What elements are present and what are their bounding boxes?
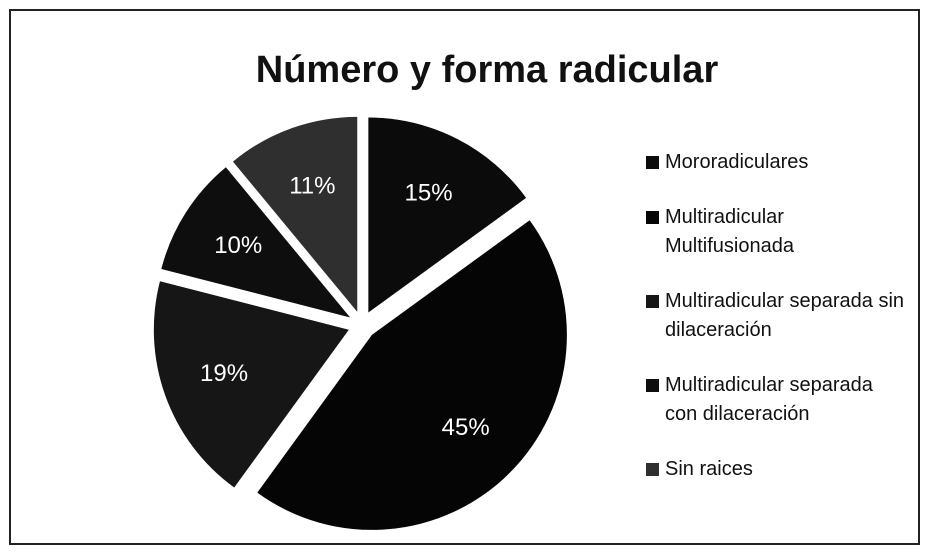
legend-label: Mororadiculares xyxy=(665,151,809,173)
legend-swatch xyxy=(646,156,659,169)
pie-slice xyxy=(161,167,351,318)
pie-slice xyxy=(232,116,358,312)
legend-item: Sin raices xyxy=(646,455,908,484)
pie-slice xyxy=(368,117,527,313)
legend-item: Multiradicular separada con dilaceración xyxy=(646,371,908,429)
legend: Mororadiculares Multiradicular Multifusio… xyxy=(646,148,908,510)
legend-swatch xyxy=(646,295,659,308)
legend-label: Multiradicular separada con dilaceración xyxy=(665,374,873,425)
pie-slice xyxy=(153,281,349,488)
legend-label: Multiradicular separada sin dilaceración xyxy=(665,290,905,341)
chart-title: Número y forma radicular xyxy=(256,49,719,91)
pie-slice xyxy=(257,220,567,530)
data-label: 15% xyxy=(405,180,453,207)
legend-item: Mororadiculares xyxy=(646,148,908,177)
legend-label: Sin raices xyxy=(665,458,753,480)
legend-label: Multiradicular Multifusionada xyxy=(665,206,794,257)
data-label: 10% xyxy=(214,232,262,259)
data-label: 19% xyxy=(200,360,248,387)
legend-swatch xyxy=(646,379,659,392)
data-label: 11% xyxy=(289,172,335,199)
data-label: 45% xyxy=(442,414,490,441)
legend-swatch xyxy=(646,211,659,224)
legend-item: Multiradicular separada sin dilaceración xyxy=(646,287,908,345)
legend-swatch xyxy=(646,463,659,476)
legend-item: Multiradicular Multifusionada xyxy=(646,203,908,261)
